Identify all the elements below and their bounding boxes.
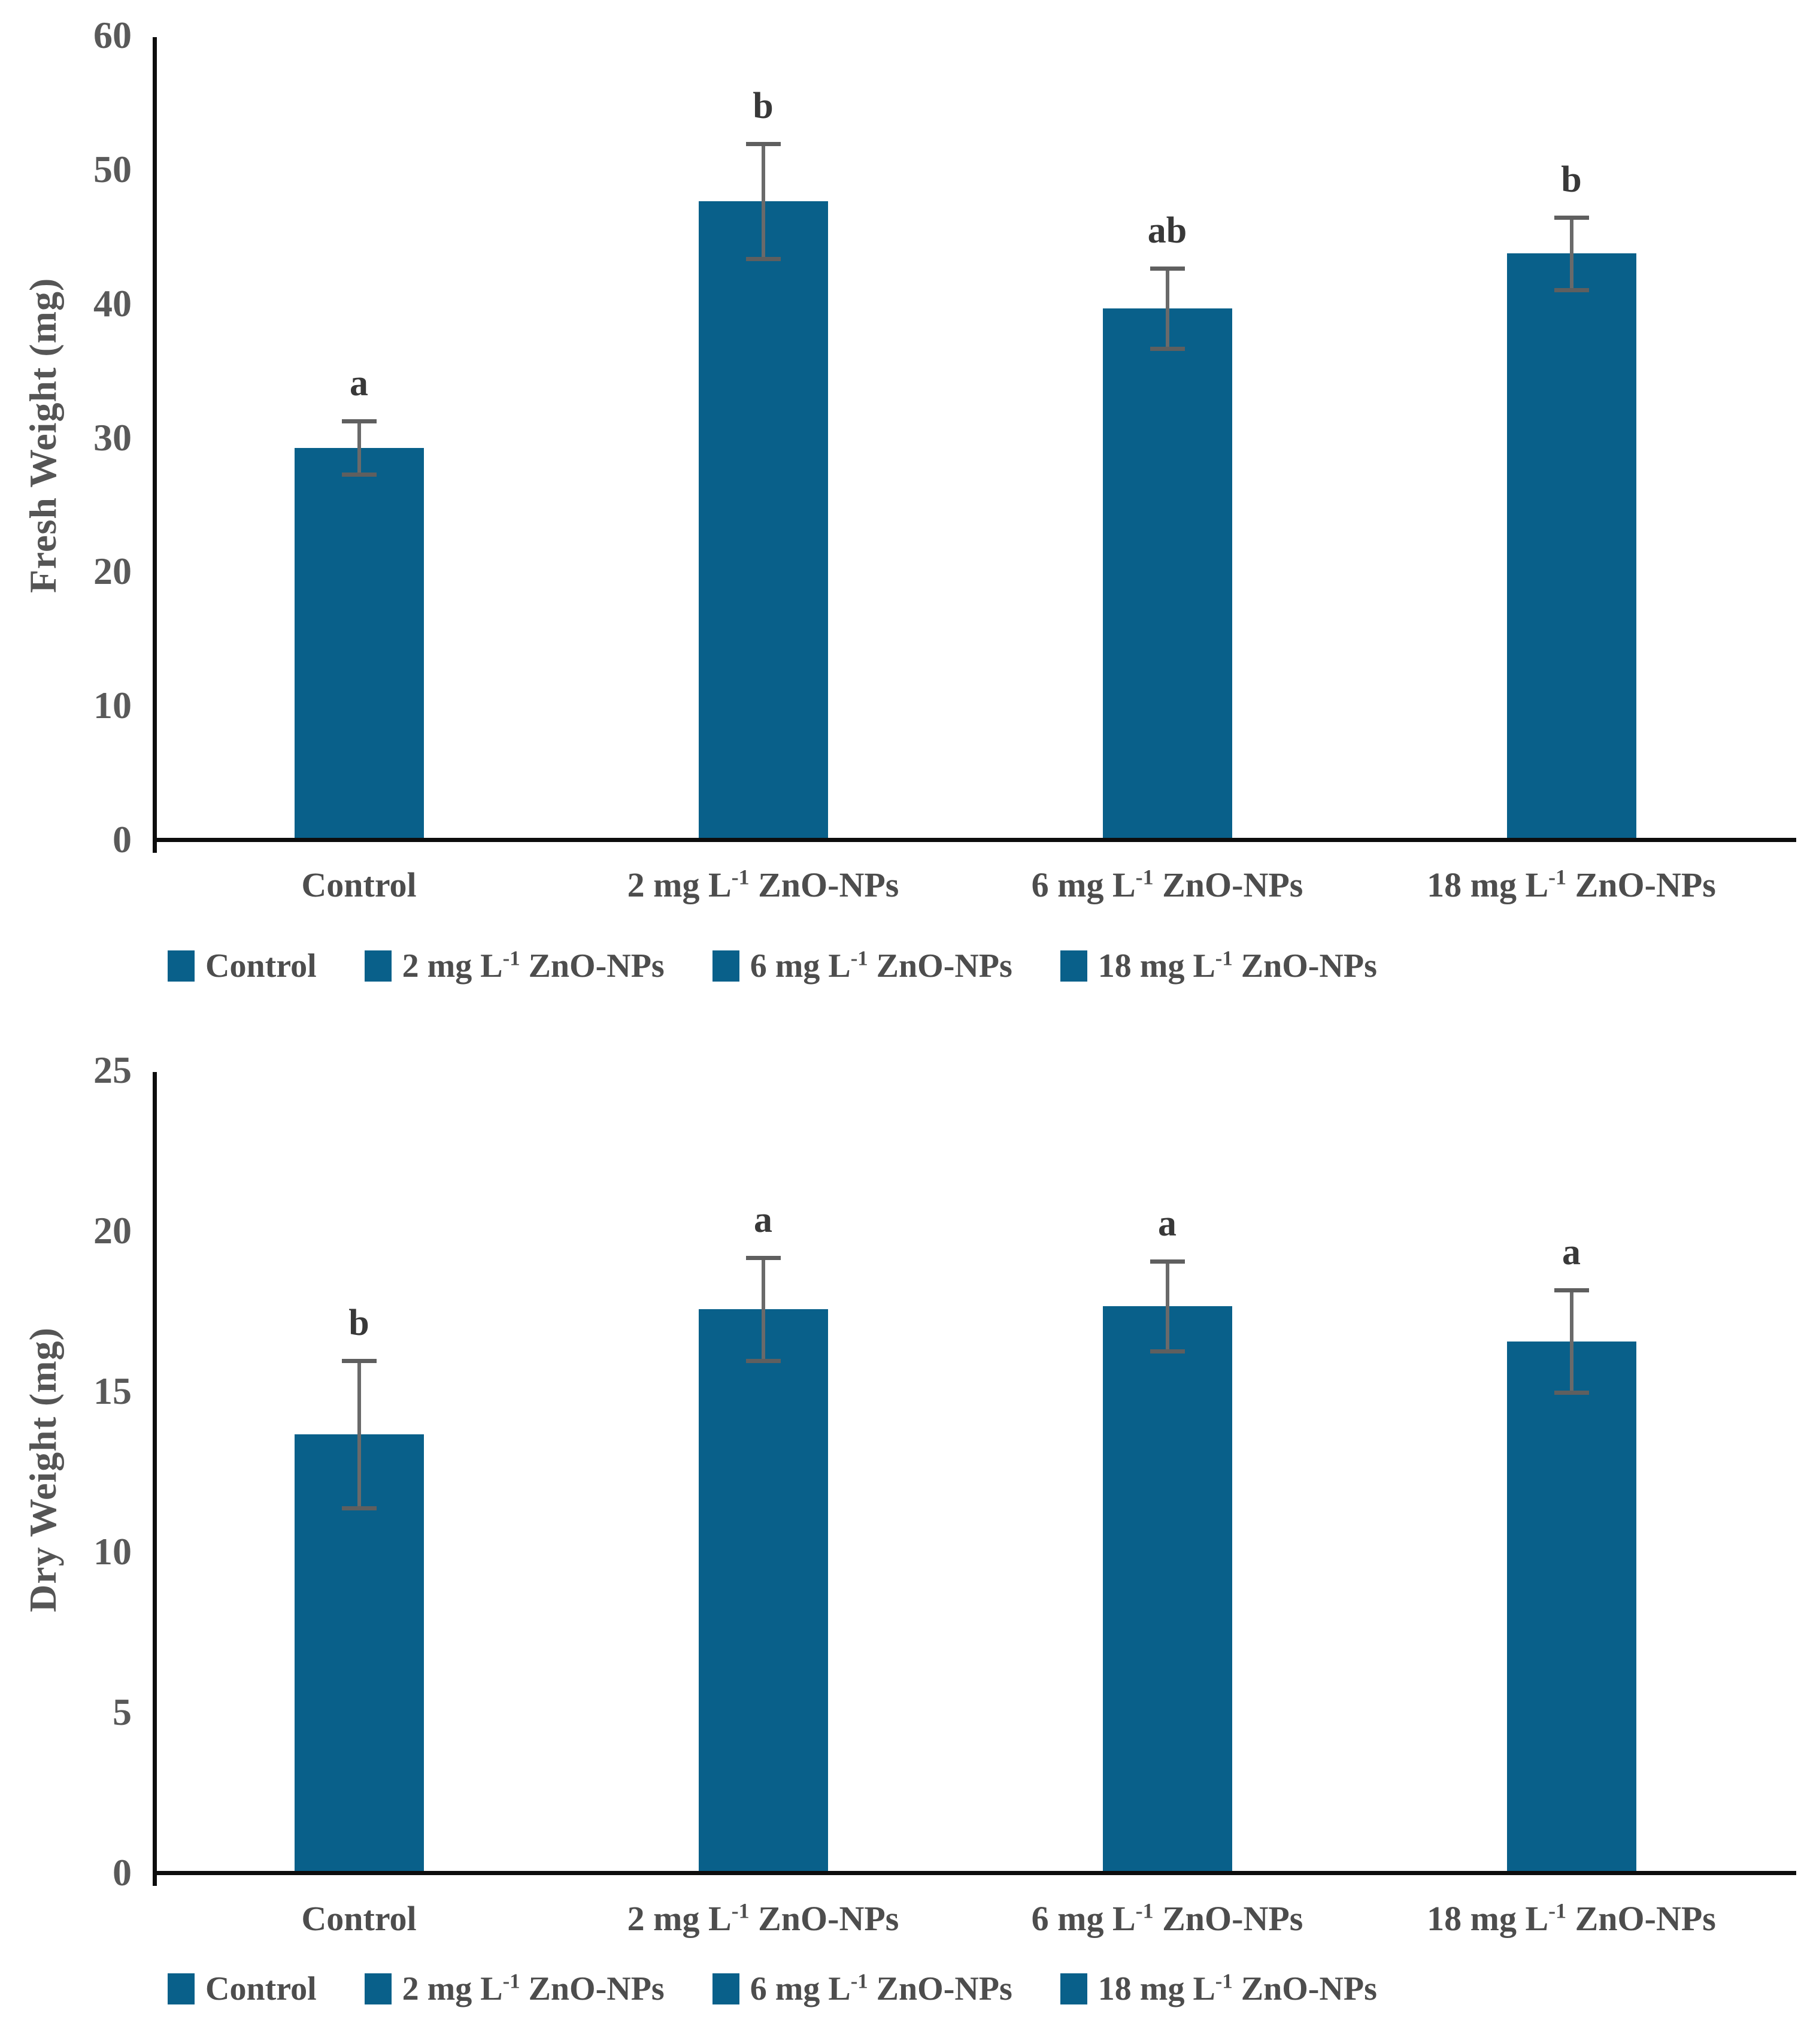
error-bar-top-cap <box>1150 266 1185 271</box>
error-bar-stem <box>1165 268 1169 349</box>
legend-item: Control <box>168 1972 317 2006</box>
x-axis-label: 2 mg L-1 ZnO-NPs <box>627 865 899 904</box>
legend-label: 18 mg L-1 ZnO-NPs <box>1097 1969 1377 2007</box>
y-axis-line <box>153 37 157 853</box>
legend-swatch <box>364 950 392 982</box>
x-axis-label: 18 mg L-1 ZnO-NPs <box>1427 865 1716 904</box>
y-axis-line <box>153 1072 157 1886</box>
y-tick-label: 20 <box>93 550 132 593</box>
y-tick-label: 20 <box>93 1209 132 1252</box>
legend-label: 2 mg L-1 ZnO-NPs <box>402 1969 665 2007</box>
significance-letter: b <box>1561 159 1582 200</box>
y-tick-label: 10 <box>93 1530 132 1573</box>
bar-3 <box>1102 1306 1232 1871</box>
y-tick-label: 5 <box>113 1691 132 1733</box>
error-bar-bottom-cap <box>745 1358 781 1363</box>
legend: Control 2 mg L-1 ZnO-NPs 6 mg L-1 ZnO-NPs 1… <box>168 1969 1377 2007</box>
legend-label: 6 mg L-1 ZnO-NPs <box>750 946 1012 985</box>
error-bar-bottom-cap <box>1150 347 1185 351</box>
legend-swatch <box>712 1973 739 2004</box>
significance-letter: a <box>1562 1231 1581 1273</box>
significance-letter: b <box>348 1302 369 1343</box>
legend-item: Control <box>168 949 317 983</box>
legend-label: 18 mg L-1 ZnO-NPs <box>1097 946 1377 985</box>
y-tick-label: 25 <box>93 1049 132 1091</box>
x-axis-line <box>153 838 1796 842</box>
error-bar-bottom-cap <box>341 473 377 477</box>
bar-2 <box>698 1309 828 1871</box>
y-tick-label: 0 <box>113 818 132 861</box>
y-tick-label: 0 <box>113 1851 132 1894</box>
x-axis-label: 6 mg L-1 ZnO-NPs <box>1031 1898 1303 1938</box>
error-bar-top-cap <box>341 419 377 423</box>
significance-letter: ab <box>1147 210 1187 251</box>
x-axis-label: Control <box>301 865 417 904</box>
bar-1 <box>294 447 424 838</box>
legend-item: 2 mg L-1 ZnO-NPs <box>364 1969 665 2007</box>
legend: Control 2 mg L-1 ZnO-NPs 6 mg L-1 ZnO-NPs 1… <box>168 946 1377 985</box>
legend-item: 2 mg L-1 ZnO-NPs <box>364 946 665 985</box>
legend-item: 18 mg L-1 ZnO-NPs <box>1060 1969 1377 2007</box>
legend-swatch <box>168 950 195 982</box>
x-axis-label: 6 mg L-1 ZnO-NPs <box>1031 865 1303 904</box>
significance-letter: a <box>1158 1203 1177 1244</box>
legend-swatch <box>168 1973 195 2004</box>
error-bar-top-cap <box>1554 1288 1589 1292</box>
legend-swatch <box>712 950 739 982</box>
y-tick-label: 40 <box>93 281 132 325</box>
legend-item: 18 mg L-1 ZnO-NPs <box>1060 946 1377 985</box>
legend-label: 6 mg L-1 ZnO-NPs <box>750 1969 1012 2007</box>
error-bar-stem <box>1165 1261 1169 1351</box>
legend-item: 6 mg L-1 ZnO-NPs <box>712 1969 1012 2007</box>
significance-letter: a <box>350 362 368 404</box>
error-bar-bottom-cap <box>1150 1349 1185 1353</box>
significance-letter: b <box>753 85 774 126</box>
x-axis-label: 2 mg L-1 ZnO-NPs <box>627 1898 899 1938</box>
y-tick-label: 50 <box>93 147 132 190</box>
bar-4 <box>1506 253 1636 838</box>
y-tick-label: 30 <box>93 416 132 459</box>
x-axis-line <box>153 1871 1796 1875</box>
legend-label: Control <box>205 947 317 985</box>
legend-label: Control <box>205 1970 317 2007</box>
error-bar-bottom-cap <box>1554 1391 1589 1395</box>
error-bar-top-cap <box>1150 1259 1185 1264</box>
x-axis-label: Control <box>301 1899 417 1938</box>
error-bar-stem <box>1569 217 1573 290</box>
error-bar-bottom-cap <box>341 1506 377 1511</box>
legend-swatch <box>364 1973 392 2004</box>
x-axis-label: 18 mg L-1 ZnO-NPs <box>1427 1898 1716 1938</box>
error-bar-stem <box>761 1258 765 1361</box>
y-tick-label: 10 <box>93 684 132 727</box>
legend-item: 6 mg L-1 ZnO-NPs <box>712 946 1012 985</box>
error-bar-bottom-cap <box>745 257 781 262</box>
bar-4 <box>1506 1341 1636 1871</box>
error-bar-stem <box>1569 1289 1573 1393</box>
error-bar-stem <box>357 420 361 475</box>
bar-3 <box>1102 308 1232 838</box>
error-bar-top-cap <box>745 1256 781 1261</box>
legend-swatch <box>1060 950 1087 982</box>
bar-2 <box>698 201 828 838</box>
significance-letter: a <box>754 1200 772 1241</box>
y-tick-label: 15 <box>93 1370 132 1412</box>
error-bar-bottom-cap <box>1554 287 1589 292</box>
y-tick-label: 60 <box>93 14 132 56</box>
error-bar-stem <box>357 1360 361 1509</box>
error-bar-top-cap <box>1554 215 1589 220</box>
legend-swatch <box>1060 1973 1087 2004</box>
legend-label: 2 mg L-1 ZnO-NPs <box>402 946 665 985</box>
error-bar-top-cap <box>341 1358 377 1363</box>
error-bar-top-cap <box>745 141 781 146</box>
error-bar-stem <box>761 143 765 259</box>
